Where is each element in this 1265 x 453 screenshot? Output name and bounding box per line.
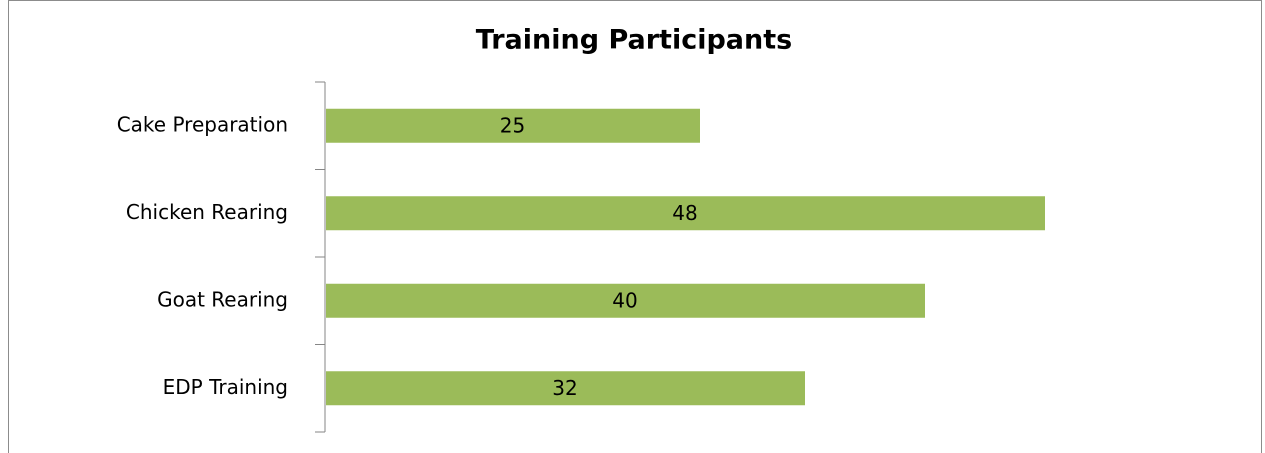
category-label: Goat Rearing xyxy=(157,287,288,311)
bar xyxy=(326,108,700,143)
bar xyxy=(326,196,1045,231)
bar xyxy=(326,371,805,406)
data-label: 40 xyxy=(612,288,637,312)
data-label: 32 xyxy=(552,376,577,400)
category-label: Cake Preparation xyxy=(117,112,288,136)
category-label: Chicken Rearing xyxy=(126,200,288,224)
data-label: 48 xyxy=(672,201,697,225)
bar xyxy=(326,283,925,318)
chart-title: Training Participants xyxy=(476,25,792,56)
data-label: 25 xyxy=(500,113,525,137)
category-label: EDP Training xyxy=(163,375,288,399)
